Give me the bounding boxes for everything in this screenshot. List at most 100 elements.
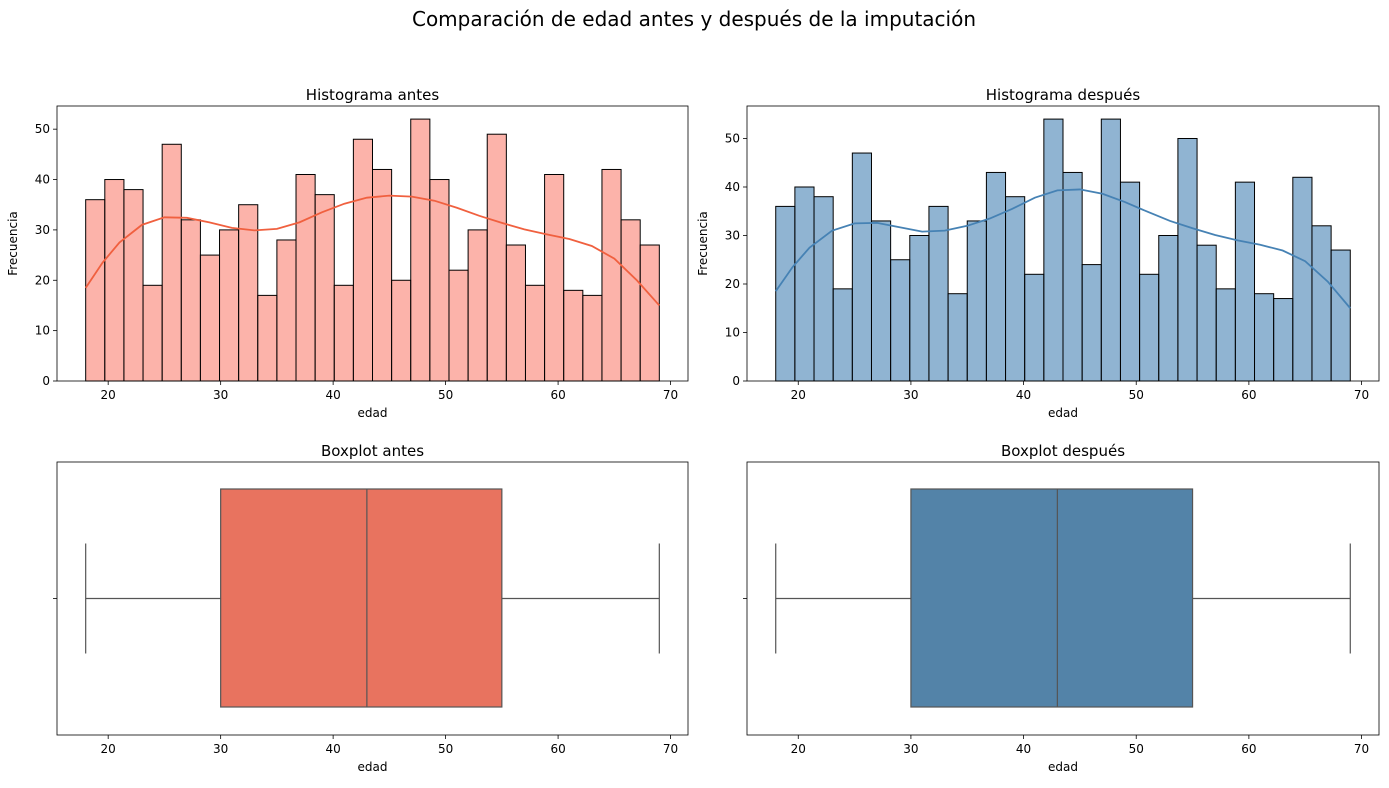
histogram-bar [582,294,603,382]
histogram-bar [314,194,335,382]
histogram-bar [333,284,354,382]
histogram-bar [524,284,546,382]
x-tick-label: 20 [101,742,116,756]
histogram-bar [1273,298,1294,382]
x-tick-label: 40 [325,388,340,402]
subplot-title: Boxplot antes [321,442,424,460]
histogram-bar [85,199,106,382]
y-tick-label: 0 [732,374,740,388]
histogram-bar [851,152,872,382]
box-despues: Boxplot después 20 30 40 50 60 70 edad [743,442,1380,774]
y-tick-label: 10 [725,325,740,339]
histogram-bar [448,269,469,382]
y-tick-label: 10 [35,324,50,338]
x-tick-label: 50 [438,388,453,402]
histogram-bar [410,118,431,382]
histogram-bar [1062,171,1083,382]
histogram-bar [1081,264,1102,382]
histogram-bar [1234,181,1256,382]
kde-line [84,194,660,307]
histogram-bar [276,239,297,382]
x-tick-label: 60 [550,388,565,402]
histogram-bar [832,288,853,382]
histogram-bar [199,254,221,382]
histogram-bar [372,168,393,382]
y-tick-label: 30 [35,223,50,237]
x-tick-label: 50 [1129,742,1144,756]
y-axis-label: Frecuencia [696,211,710,276]
box-iqr [220,488,503,708]
histogram-bar [1215,288,1236,382]
axes-frame [56,105,689,382]
histogram-bar [1158,234,1179,382]
histogram-bar [947,293,968,382]
y-tick-label: 40 [35,173,50,187]
x-tick-label: 60 [550,742,565,756]
x-tick-label: 20 [101,388,116,402]
x-tick-label: 20 [791,388,806,402]
histogram-bar [257,294,278,382]
histogram-bar [775,205,796,382]
histogram-bar [1100,118,1121,382]
y-tick-label: 50 [725,131,740,145]
histogram-bar [142,284,163,382]
axes-frame [746,105,1380,382]
histogram-bar [813,196,834,382]
histogram-bar [966,220,987,382]
histogram-bar [505,244,526,382]
histogram-bar [1311,225,1332,382]
hist-despues: Histograma después 0 10 20 30 40 50 Frecuencia 2… [696,86,1380,420]
y-tick-label: 20 [35,273,50,287]
x-axis-label: edad [358,760,388,774]
histogram-bar [1024,273,1045,382]
histogram-bar [1119,181,1141,382]
histogram-bar [544,173,565,382]
histogram-bar [639,244,660,382]
histogram-bar [352,138,373,382]
histogram-bar [161,143,182,382]
histogram-bar [794,186,815,382]
histogram-bar [1005,196,1026,382]
histogram-bar [1177,137,1198,382]
x-tick-label: 30 [213,388,228,402]
histogram-bar [1043,118,1064,382]
x-tick-label: 40 [1016,742,1031,756]
y-tick-label: 40 [725,180,740,194]
subplot-title: Boxplot después [1001,442,1125,460]
x-axis-label: edad [1048,406,1078,420]
histogram-bar [563,289,584,382]
x-tick-label: 70 [1354,388,1369,402]
histogram-bar [295,173,316,382]
histogram-bar [601,168,622,382]
box-antes: Boxplot antes 20 30 40 50 60 70 edad [53,442,689,774]
axes-frame [56,461,689,736]
histogram-bar [1330,249,1351,382]
x-tick-label: 40 [1016,388,1031,402]
axes-frame [746,461,1380,736]
histogram-bar [391,279,412,382]
figure-title: Comparación de edad antes y después de l… [412,7,976,31]
histogram-bar [1254,293,1275,382]
x-axis-label: edad [1048,760,1078,774]
histogram-bar [467,229,488,382]
subplot-title: Histograma antes [306,86,440,104]
histogram-bar [219,229,240,382]
histogram-bar [429,179,450,382]
histogram-bar [620,219,641,382]
hist-antes: Histograma antes 0 10 20 30 40 50 Frecuencia 20 3… [6,86,689,420]
x-tick-label: 60 [1241,742,1256,756]
histogram-bar [890,259,911,382]
x-tick-label: 30 [213,742,228,756]
histogram-bar [928,205,949,382]
histogram-bar [1196,244,1217,382]
x-axis-label: edad [358,406,388,420]
x-tick-label: 60 [1241,388,1256,402]
y-tick-label: 20 [725,277,740,291]
x-tick-label: 70 [1354,742,1369,756]
subplot-title: Histograma después [986,86,1141,104]
x-tick-label: 50 [1129,388,1144,402]
y-tick-label: 0 [42,374,50,388]
x-tick-label: 70 [663,388,678,402]
x-tick-label: 40 [325,742,340,756]
